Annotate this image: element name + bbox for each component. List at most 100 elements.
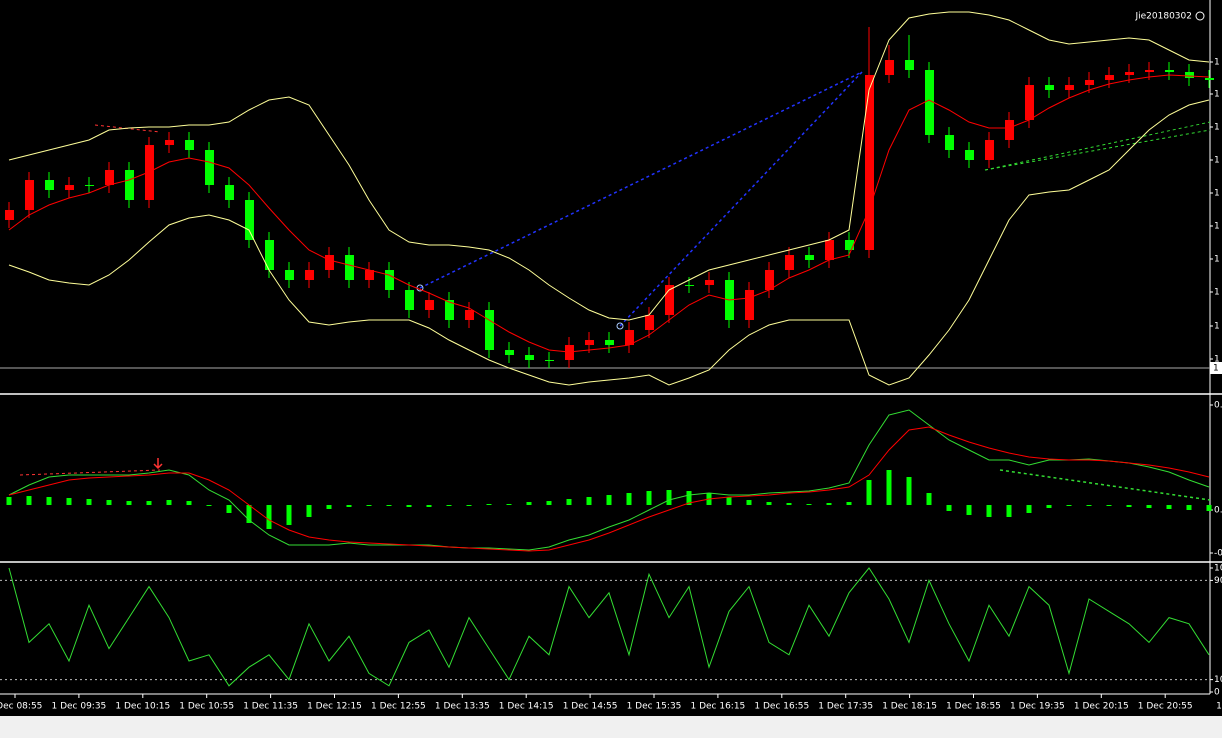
histogram-bar [846,502,852,505]
y-tick-label: 1 [1214,288,1220,298]
histogram-bar [226,505,232,513]
candle-body [45,180,54,190]
x-tick-label: 1 Dec 20:15 [1074,702,1129,712]
x-tick-label: 1 Dec 14:15 [499,702,554,712]
histogram-bar [246,505,252,523]
candle-body [345,255,354,280]
y-tick-label: 10 [1214,675,1222,685]
candle-body [225,185,234,200]
indicator-line [8,99,1210,386]
x-tick-label: 1 Dec [1216,702,1222,712]
trend-line [419,71,863,289]
histogram-bar [386,505,392,506]
x-tick-label: 1 Dec 14:55 [563,702,618,712]
candle-body [145,145,154,200]
candle-body [465,310,474,320]
candle-body [805,255,814,260]
candle-body [1125,72,1134,75]
histogram-bar [86,499,92,505]
divergence-line [984,121,1211,171]
histogram-bar [686,491,692,505]
y-tick-label: 1 [1214,255,1220,265]
y-tick-label: 1 [1214,322,1220,332]
histogram-bar [726,497,732,505]
y-tick-label: 1 [1214,355,1220,365]
candle-body [285,270,294,280]
histogram-bar [826,503,832,505]
candle-body [305,270,314,280]
candle-body [365,270,374,280]
candle-body [1185,72,1194,78]
indicator-line [8,567,1210,687]
candle-body [125,170,134,200]
y-tick-label: 10 [1214,564,1222,574]
histogram-bar [986,505,992,517]
histogram-bar [586,497,592,505]
histogram-bar [1026,505,1032,513]
y-tick-label: 1 [1214,90,1220,100]
histogram-bar [946,505,952,511]
candle-body [965,150,974,160]
histogram-bar [866,480,872,505]
histogram-bar [346,505,352,507]
histogram-bar [126,501,132,505]
candle-body [865,75,874,250]
account-label: Jie20180302 [1134,12,1192,22]
candle-body [85,185,94,186]
indicator-line [8,11,1210,321]
x-tick-label: 1 Dec 11:35 [243,702,298,712]
candle-body [1025,85,1034,120]
candle-body [1085,80,1094,85]
histogram-bar [446,505,452,506]
histogram-bar [146,501,152,505]
candle-body [65,185,74,190]
histogram-bar [966,505,972,515]
candle-body [5,210,14,220]
y-tick-label: 1 [1214,123,1220,133]
candle-body [905,60,914,70]
y-tick-label: 90 [1214,576,1222,586]
x-tick-label: 1 Dec 15:35 [627,702,682,712]
histogram-bar [526,502,532,505]
histogram-bar [366,505,372,506]
x-tick-label: 1 Dec 09:35 [51,702,106,712]
histogram-bar [546,501,552,505]
histogram-bar [746,500,752,505]
candle-body [945,135,954,150]
histogram-bar [926,493,932,505]
histogram-bar [666,490,672,505]
histogram-bar [1046,505,1052,508]
x-tick-label: 1 Dec 12:55 [371,702,426,712]
trend-line [619,71,863,327]
histogram-bar [1006,505,1012,517]
candle-body [185,140,194,150]
candle-body [485,310,494,350]
candle-body [705,280,714,285]
x-tick-label: 1 Dec 18:15 [882,702,937,712]
histogram-bar [566,499,572,505]
candle-body [625,330,634,345]
histogram-bar [1146,505,1152,508]
candle-body [1005,120,1014,140]
indicator-line [8,409,1210,551]
x-tick-label: 1 Dec 12:15 [307,702,362,712]
histogram-bar [606,495,612,505]
histogram-bar [626,493,632,505]
x-tick-label: 1 Dec 10:55 [179,702,234,712]
histogram-bar [1166,505,1172,509]
histogram-bar [286,505,292,525]
histogram-bar [66,498,72,505]
chart-background [0,0,1222,716]
histogram-bar [466,505,472,506]
x-tick-label: 1 Dec 20:55 [1138,702,1193,712]
status-strip [0,716,1222,738]
candle-body [605,340,614,345]
candle-body [885,60,894,75]
x-tick-label: 1 Dec 17:35 [818,702,873,712]
candle-body [525,355,534,360]
current-price-box [1210,362,1222,374]
x-tick-label: 1 Dec 19:35 [1010,702,1065,712]
histogram-bar [646,491,652,505]
candle-body [565,345,574,360]
